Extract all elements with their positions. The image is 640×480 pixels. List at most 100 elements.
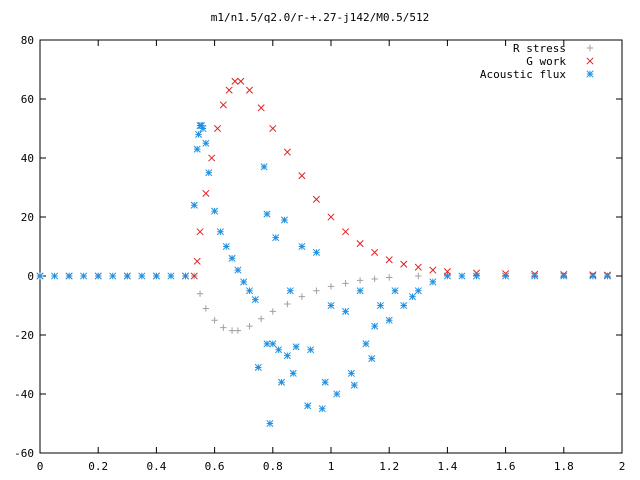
data-point [228,254,236,262]
data-point [219,101,227,109]
series-cross [36,77,612,280]
data-point [368,355,376,363]
data-point [237,77,245,85]
data-point [376,301,385,310]
data-point [216,228,224,236]
data-point [429,278,437,286]
data-point [307,346,315,354]
data-point [208,154,216,162]
data-point [371,248,379,256]
x-tick-label: 0.8 [263,460,283,473]
data-point [333,390,341,398]
data-point [109,272,117,280]
data-point [123,272,131,280]
x-tick-label: 0.6 [205,460,225,473]
data-point [327,283,335,290]
data-point [321,378,329,386]
x-tick-label: 1.8 [554,460,574,473]
y-tick-label: 40 [21,152,34,165]
data-point [65,272,73,280]
data-point [283,352,291,360]
legend-label: G work [526,55,566,68]
data-point [257,315,265,322]
data-point [245,86,254,94]
x-tick-label: 1.4 [437,460,457,473]
y-tick-label: 60 [21,93,34,106]
data-point [193,145,201,153]
legend-label: R stress [513,42,566,55]
data-point [152,272,160,280]
data-point [347,369,355,377]
data-point [298,242,306,251]
data-point [371,275,378,283]
y-tick-label: 0 [27,270,34,283]
data-point [260,163,268,171]
data-point [371,322,379,330]
chart-title: m1/n1.5/q2.0/r-+.27-j142/M0.5/512 [211,11,430,24]
data-point [386,274,393,281]
data-point [298,172,306,180]
data-point [225,86,233,94]
data-point [391,287,399,295]
data-point [414,263,422,271]
x-tick-label: 0.4 [146,460,166,473]
data-point [269,340,277,348]
data-point [80,272,88,280]
data-point [289,369,297,377]
data-point [589,272,597,280]
data-point [197,121,206,130]
data-point [341,228,350,236]
data-point [231,77,239,85]
data-point [400,301,408,310]
x-tick-label: 1.6 [496,460,516,473]
data-point [190,201,198,209]
x-tick-label: 1 [328,460,335,473]
legend-marker [586,57,594,65]
data-point [429,266,437,274]
y-tick-label: -60 [14,447,34,460]
data-point [284,300,291,308]
data-point [211,207,219,215]
data-point [257,104,265,112]
data-point [190,272,198,280]
data-point [202,305,210,312]
data-point [36,272,44,280]
data-point [356,239,364,248]
data-point [196,290,204,297]
data-point [228,327,236,334]
data-point [211,317,218,324]
data-point [312,248,321,256]
legend-marker [586,44,594,52]
x-tick-label: 1.2 [379,460,399,473]
data-point [304,402,312,410]
series-plus [36,271,611,334]
data-point [560,272,568,280]
data-point [286,287,294,295]
data-point [350,381,358,389]
data-point [275,346,283,354]
data-point [408,293,417,301]
data-point [205,169,213,177]
data-point [269,124,277,133]
data-point [400,260,408,268]
x-tick-label: 2 [619,460,626,473]
data-point [313,287,320,294]
data-point [234,327,242,334]
data-point [202,139,210,147]
data-point [277,378,286,386]
data-point [292,343,300,351]
data-point [443,272,451,280]
data-point [312,195,321,203]
data-point [234,266,242,274]
data-point [502,272,510,280]
data-point [254,363,262,372]
data-point [414,287,422,295]
data-point [246,322,253,330]
data-point [327,213,335,221]
y-tick-label: -40 [14,388,34,401]
data-point [266,419,274,428]
data-point [199,124,207,133]
data-point [342,280,349,287]
data-point [213,124,222,133]
